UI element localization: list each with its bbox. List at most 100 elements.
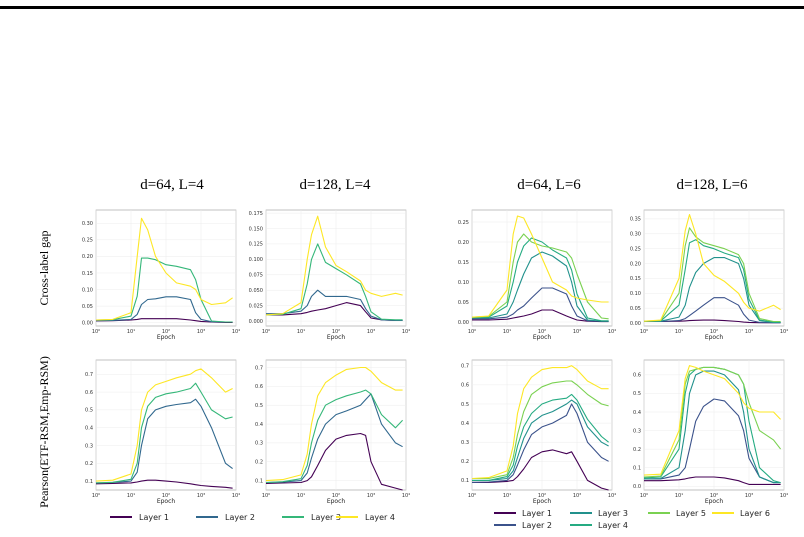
y-tick-label: 0.00 (82, 320, 93, 326)
series-line (265, 432, 403, 491)
x-tick-label: 10⁴ (402, 329, 410, 335)
x-tick-label: 10⁰ (468, 329, 476, 335)
series-line (644, 319, 781, 324)
x-tick-label: 10² (162, 493, 170, 499)
series-line (95, 296, 233, 323)
x-tick-label: 10⁰ (92, 493, 100, 499)
series-line (95, 257, 233, 323)
y-tick-label: 0.000 (249, 319, 263, 325)
legend-label: Layer 3 (311, 513, 341, 522)
x-tick-label: 10¹ (503, 493, 511, 499)
series-line (472, 449, 609, 491)
y-tick-label: 0.7 (85, 372, 93, 378)
y-tick-label: 0.10 (82, 287, 93, 293)
x-axis-label: Epoch (327, 498, 346, 505)
x-tick-label: 10² (332, 493, 340, 499)
y-tick-label: 0.05 (82, 304, 93, 310)
x-tick-label: 10⁴ (780, 493, 788, 499)
series-line (95, 398, 233, 484)
y-tick-label: 0.25 (82, 238, 93, 244)
y-tick-label: 0.00 (458, 320, 469, 326)
series-line (95, 217, 233, 321)
series-line (644, 297, 781, 324)
column-title: d=128, L=6 (676, 177, 748, 193)
x-tick-label: 10⁰ (262, 329, 270, 335)
y-tick-label: 0.10 (458, 280, 469, 286)
y-tick-label: 0.05 (458, 300, 469, 306)
y-tick-label: 0.1 (255, 478, 263, 484)
y-tick-label: 0.20 (458, 240, 469, 246)
x-tick-label: 10² (162, 329, 170, 335)
series-line (95, 368, 233, 482)
x-tick-label: 10³ (197, 493, 205, 499)
y-tick-label: 0.2 (85, 461, 93, 467)
x-tick-label: 10⁴ (232, 493, 240, 499)
series-line (471, 233, 609, 320)
series-line (265, 243, 403, 321)
y-tick-label: 0.6 (85, 390, 93, 396)
y-tick-label: 0.6 (633, 373, 641, 379)
chart-panel: 0.00 0.05 0.10 0.15 0.20 0.25 0.30 10⁰ 10¹ 10² 10³… (82, 209, 240, 341)
chart-panel: 0.1 0.2 0.3 0.4 0.5 0.6 0.7 10⁰ 10¹ 10² 10³ 10⁴ Epoc… (85, 359, 240, 505)
series-line (644, 398, 781, 484)
x-axis-label: Epoch (327, 334, 346, 341)
series-line (266, 289, 403, 321)
y-tick-label: 0.2 (633, 447, 641, 453)
y-tick-label: 0.30 (82, 221, 93, 227)
series-line (95, 318, 233, 323)
y-tick-label: 0.1 (461, 478, 469, 484)
legend-label: Layer 5 (676, 509, 706, 518)
legend-label: Layer 2 (225, 513, 255, 522)
series-line (643, 366, 782, 478)
legend-label: Layer 4 (365, 513, 395, 522)
x-tick-label: 10² (538, 329, 546, 335)
y-tick-label: 0.125 (249, 242, 263, 248)
x-axis-label: Epoch (533, 334, 552, 341)
legend-label: Layer 1 (522, 509, 552, 518)
y-tick-label: 0.4 (461, 421, 469, 427)
series-line (643, 213, 781, 322)
y-tick-label: 0.0 (633, 484, 641, 490)
chart-panel: 0.1 0.2 0.3 0.4 0.5 0.6 0.7 10⁰ 10¹ 10² 10³ 10⁴ Epoc… (461, 359, 616, 505)
column-title: d=64, L=4 (140, 177, 204, 193)
y-tick-label: 0.5 (633, 391, 641, 397)
x-tick-label: 10⁰ (92, 329, 100, 335)
panels: 0.00 0.05 0.10 0.15 0.20 0.25 0.30 10⁰ 10¹ 10² 10³… (82, 209, 788, 505)
series-line (265, 393, 403, 484)
y-tick-label: 0.150 (249, 226, 263, 232)
x-axis-label: Epoch (157, 498, 176, 505)
series-line (265, 366, 403, 482)
y-tick-label: 0.1 (85, 479, 93, 485)
series-line (471, 215, 609, 318)
series-line (643, 239, 781, 323)
x-tick-label: 10¹ (297, 493, 305, 499)
series-line (472, 251, 609, 322)
series-line (471, 403, 609, 483)
legend-left: Layer 1 Layer 2 Layer 3 Layer 4 (110, 513, 395, 522)
series-line (472, 380, 609, 480)
x-tick-label: 10¹ (675, 493, 683, 499)
chart-panel: 0.000 0.025 0.050 0.075 0.100 0.125 0.150 0.175… (249, 209, 410, 341)
x-tick-label: 10² (710, 329, 718, 335)
x-axis-label: Epoch (533, 498, 552, 505)
x-tick-label: 10⁴ (780, 329, 788, 335)
x-axis-label: Epoch (705, 498, 724, 505)
y-tick-label: 0.100 (249, 257, 263, 263)
y-tick-label: 0.175 (249, 211, 263, 217)
y-tick-label: 0.3 (633, 428, 641, 434)
y-tick-label: 0.10 (630, 291, 641, 297)
legend-label: Layer 3 (598, 509, 628, 518)
series-line (265, 215, 403, 316)
y-tick-label: 0.2 (255, 460, 263, 466)
y-tick-label: 0.15 (82, 271, 93, 277)
series-line (471, 237, 609, 322)
y-tick-label: 0.3 (461, 440, 469, 446)
x-tick-label: 10³ (745, 329, 753, 335)
y-tick-label: 0.5 (461, 402, 469, 408)
chart-panel: 0.00 0.05 0.10 0.15 0.20 0.25 10⁰ 10¹ 10² 10³ 10⁴ E… (458, 209, 616, 341)
x-tick-label: 10¹ (675, 329, 683, 335)
legend-right: Layer 1 Layer 2 Layer 3 Layer 4 Layer 5 … (494, 509, 770, 530)
y-tick-label: 0.1 (633, 466, 641, 472)
y-tick-label: 0.25 (630, 246, 641, 252)
series-line (644, 476, 781, 485)
